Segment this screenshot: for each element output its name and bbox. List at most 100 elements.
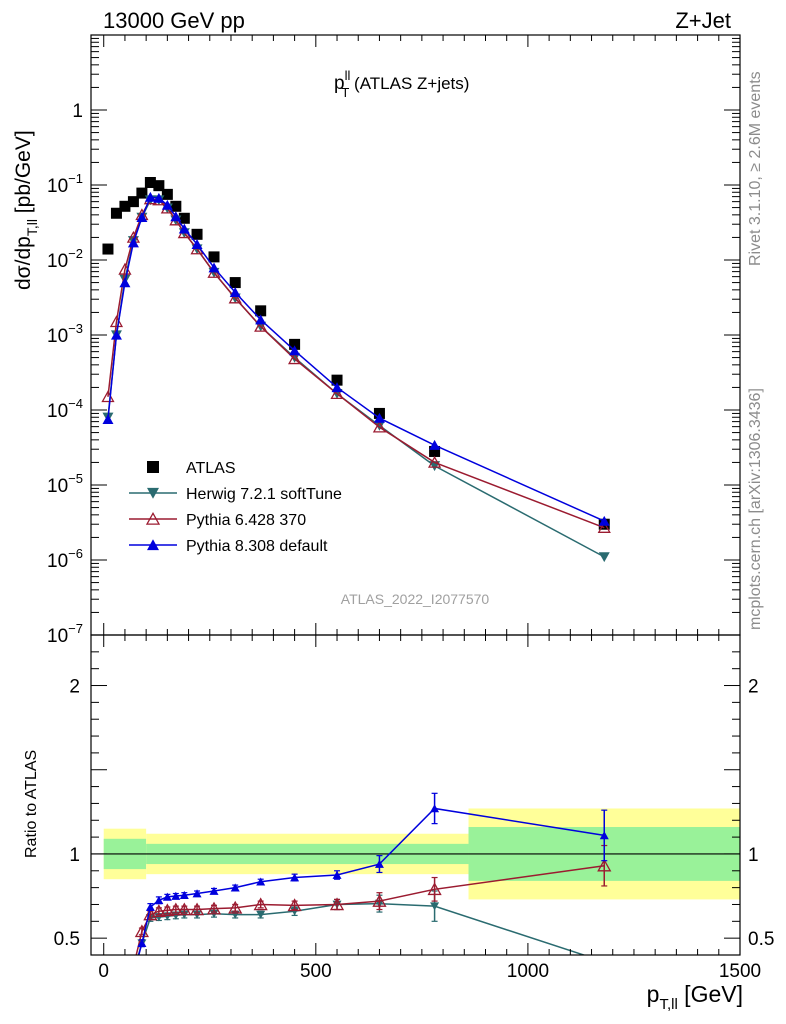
y-tick-label: 10−1 <box>47 171 83 197</box>
ratio-point <box>179 890 189 900</box>
data-point <box>429 439 441 450</box>
data-point <box>119 277 131 288</box>
ratio-point <box>287 898 302 912</box>
legend-label: Herwig 7.2.1 softTune <box>186 486 342 503</box>
series-line <box>107 196 605 522</box>
main-plot-panel: 10−7 10−6 10−5 10−4 10−3 10−2 10−1 1 pll T (ATLA… <box>12 34 741 647</box>
main-plot-marks <box>101 176 611 563</box>
legend-item: ATLAS <box>147 460 236 477</box>
ratio-point <box>162 892 172 901</box>
y-tick-label: 10−4 <box>47 396 83 422</box>
x-tick-label: 0 <box>98 961 109 982</box>
legend-item: Pythia 6.428 370 <box>129 511 306 529</box>
data-point <box>373 420 385 431</box>
ratio-point <box>168 902 183 916</box>
data-point <box>254 319 268 332</box>
legend-label: Pythia 8.308 default <box>186 538 328 555</box>
main-y-axis-label: dσ/dpT,ll [pb/GeV] <box>12 130 40 290</box>
data-point <box>178 212 190 224</box>
y-tick-label: 1 <box>72 101 83 122</box>
data-point <box>110 329 122 340</box>
x-axis-label: pT,ll [GeV] <box>647 981 743 1013</box>
data-point <box>373 412 385 423</box>
y-tick-label: 10−3 <box>47 321 83 347</box>
y-tick-label: 10−2 <box>47 246 83 272</box>
legend-label: Pythia 6.428 370 <box>186 512 306 529</box>
ratio-point <box>230 883 240 892</box>
ratio-point <box>151 904 166 917</box>
x-tick-label: 1500 <box>719 961 761 982</box>
x-tick-label: 1000 <box>507 961 549 982</box>
legend-item: Herwig 7.2.1 softTune <box>129 486 342 503</box>
ratio-point <box>177 902 192 916</box>
data-point <box>127 196 139 208</box>
ratio-y-tick-label: 2 <box>69 677 80 698</box>
ratio-y-tick-label: 0.5 <box>54 929 80 950</box>
ratio-y-tick-label-right: 1 <box>748 845 759 866</box>
ratio-point <box>290 873 300 882</box>
ratio-point <box>160 903 175 917</box>
legend-marker <box>147 539 159 551</box>
ratio-y-axis-label: Ratio to ATLAS <box>23 750 40 858</box>
data-point <box>127 237 139 248</box>
data-point <box>372 420 387 433</box>
legend-marker <box>147 487 159 499</box>
ratio-point <box>597 858 612 872</box>
data-point <box>136 187 148 199</box>
data-point <box>144 176 156 188</box>
data-point <box>331 382 343 393</box>
ratio-point <box>137 938 147 948</box>
legend-label: ATLAS <box>186 460 236 477</box>
ratio-plot-axes: 0 500 1000 1500 0.5 0.5 1 1 2 2 <box>54 634 774 982</box>
data-point <box>255 305 267 317</box>
rivet-version-label: Rivet 3.1.10, ≥ 2.6M events <box>747 71 764 266</box>
ratio-point <box>332 870 342 879</box>
data-point <box>136 212 148 223</box>
data-point <box>144 191 156 202</box>
ratio-point <box>427 882 442 896</box>
data-point <box>208 251 220 263</box>
ratio-point <box>171 911 181 920</box>
ratio-point <box>206 901 222 915</box>
ratio-point <box>189 902 205 916</box>
data-point <box>330 387 344 400</box>
data-point <box>289 338 301 350</box>
data-point <box>597 521 611 533</box>
ratio-point <box>599 831 609 840</box>
ratio-marks <box>91 792 740 955</box>
ratio-point <box>374 859 384 868</box>
data-point <box>161 188 173 200</box>
process-label: Z+Jet <box>675 8 731 33</box>
series-line <box>107 199 605 558</box>
ratio-plot-frame <box>90 634 741 956</box>
data-point <box>208 262 220 273</box>
data-point <box>110 207 122 219</box>
legend: ATLAS Herwig 7.2.1 softTune Pythia 6.428 3… <box>129 460 342 555</box>
ratio-plot-panel: 0 500 1000 1500 0.5 0.5 1 1 2 2 Ratio to ATLAS pT… <box>23 634 774 1013</box>
ratio-point <box>329 897 345 911</box>
series-herwig-7-2-1-softtune <box>102 195 610 563</box>
y-tick-label: 10−7 <box>47 621 83 647</box>
ratio-point <box>154 895 164 905</box>
energy-label: 13000 GeV pp <box>103 8 245 33</box>
legend-item: Pythia 8.308 default <box>129 538 328 555</box>
data-point <box>429 445 441 457</box>
data-point <box>331 374 343 386</box>
ratio-point <box>209 886 219 895</box>
data-point <box>255 314 267 325</box>
data-point <box>170 211 182 222</box>
data-point <box>102 414 114 425</box>
ratio-point <box>145 902 155 911</box>
x-tick-label: 500 <box>300 961 332 982</box>
data-point <box>161 199 173 210</box>
ratio-point <box>192 889 202 898</box>
data-point <box>427 455 442 468</box>
series-line <box>107 198 605 529</box>
legend-marker <box>145 511 161 525</box>
analysis-id-label: ATLAS_2022_I2077570 <box>341 591 490 607</box>
ratio-y-tick-label-right: 0.5 <box>748 929 774 950</box>
ratio-point <box>372 894 387 907</box>
data-point <box>229 277 241 289</box>
ratio-point <box>430 804 440 813</box>
series-pythia-6-428-370 <box>101 192 611 533</box>
